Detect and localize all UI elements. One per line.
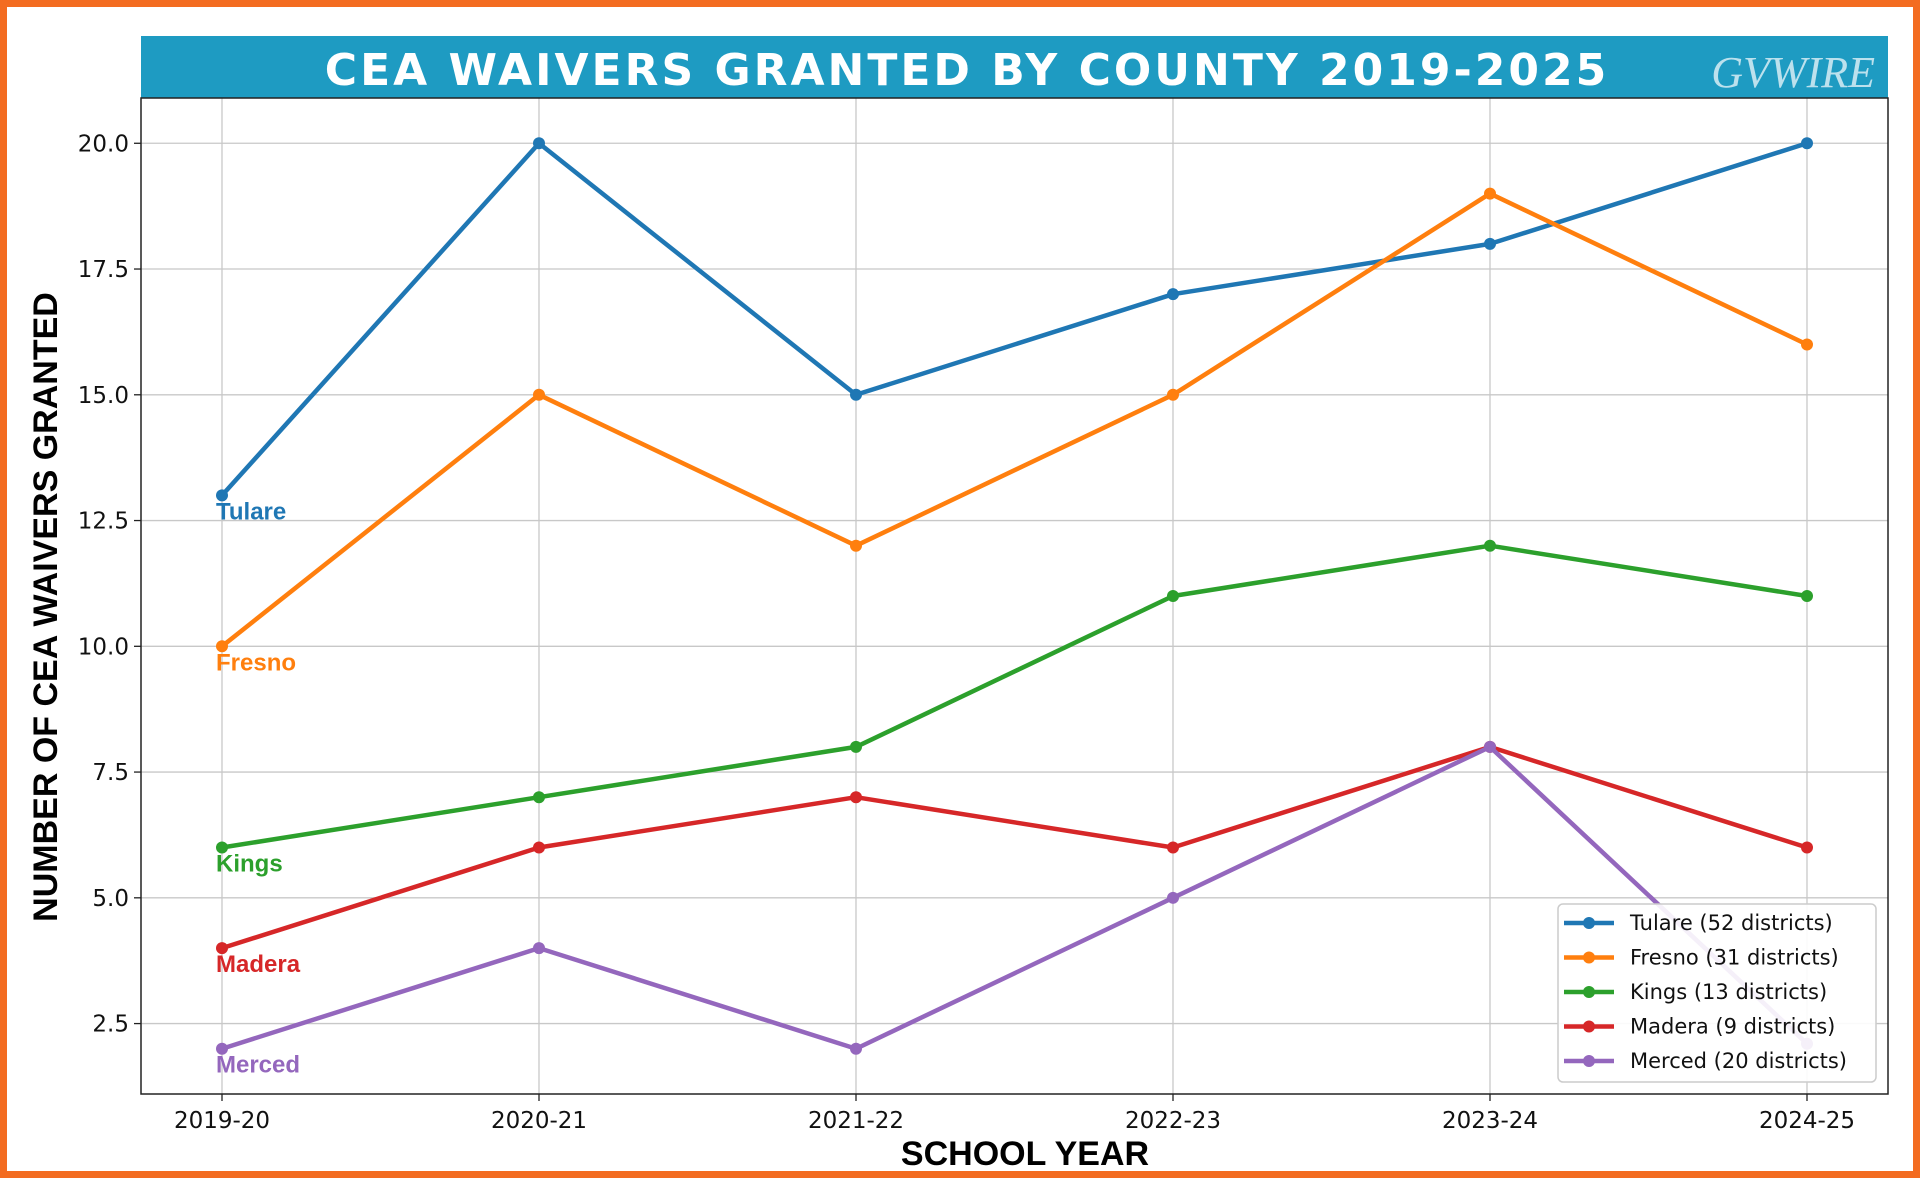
madera-point bbox=[533, 841, 545, 854]
tulare-point bbox=[216, 489, 228, 502]
fresno-point bbox=[216, 640, 228, 653]
madera-point bbox=[1167, 841, 1179, 854]
kings-point bbox=[1801, 590, 1813, 602]
legend-label-tulare: Tulare (52 districts) bbox=[1629, 911, 1833, 935]
legend-label-kings: Kings (13 districts) bbox=[1630, 980, 1827, 1004]
kings-line bbox=[219, 543, 1810, 850]
x-tick-label: 2024-25 bbox=[1759, 1108, 1855, 1134]
series-label-kings: Kings bbox=[216, 851, 283, 878]
legend-label-fresno: Fresno (31 districts) bbox=[1630, 946, 1839, 970]
title-bar bbox=[141, 36, 1888, 98]
merced-point bbox=[533, 942, 545, 955]
legend-box bbox=[1557, 903, 1877, 1083]
tulare-point bbox=[1484, 237, 1496, 250]
madera-point bbox=[850, 791, 862, 804]
legend-marker-madera bbox=[1583, 1020, 1595, 1033]
merced-point bbox=[1167, 891, 1179, 904]
merced-point bbox=[850, 1042, 862, 1055]
madera-line bbox=[219, 744, 1810, 951]
plot-area bbox=[140, 97, 1889, 1095]
legend-marker-tulare bbox=[1583, 917, 1595, 929]
merced-line bbox=[219, 744, 1810, 1051]
x-tick-label: 2020-21 bbox=[491, 1108, 587, 1134]
x-tick-label: 2023-24 bbox=[1442, 1108, 1538, 1134]
y-tick-label: 15.0 bbox=[78, 383, 129, 409]
fresno-line bbox=[219, 191, 1810, 649]
y-tick-label: 12.5 bbox=[78, 509, 129, 535]
x-tick-label: 2022-23 bbox=[1125, 1108, 1221, 1134]
y-tick-label: 2.5 bbox=[92, 1012, 129, 1038]
y-tick-label: 20.0 bbox=[78, 131, 129, 157]
merced-point bbox=[216, 1042, 228, 1055]
y-tick-label: 17.5 bbox=[78, 257, 129, 283]
tulare-point bbox=[533, 137, 545, 150]
series-label-tulare: Tulare bbox=[216, 498, 286, 525]
legend: Tulare (52 districts) Fresno (31 district… bbox=[1557, 903, 1877, 1083]
y-axis-title: NUMBER OF CEA WAIVERS GRANTED bbox=[27, 292, 65, 922]
kings-point bbox=[1167, 590, 1179, 602]
x-axis-title: SCHOOL YEAR bbox=[901, 1135, 1149, 1173]
fresno-point bbox=[533, 388, 545, 401]
y-tick-label: 7.5 bbox=[92, 760, 129, 786]
legend-marker-fresno bbox=[1583, 951, 1595, 964]
series-kings bbox=[216, 539, 1813, 854]
chart-title: CEA WAIVERS GRANTED BY COUNTY 2019-2025 bbox=[325, 45, 1609, 96]
y-tick-label: 10.0 bbox=[78, 634, 129, 660]
series-label-merced: Merced bbox=[216, 1052, 300, 1079]
legend-marker-kings bbox=[1583, 986, 1595, 998]
fresno-point bbox=[850, 539, 862, 552]
kings-point bbox=[533, 791, 545, 804]
fresno-point bbox=[1801, 338, 1813, 351]
series bbox=[216, 137, 1813, 1055]
kings-point bbox=[850, 740, 862, 753]
x-tick-label: 2021-22 bbox=[808, 1108, 904, 1134]
series-merced bbox=[216, 740, 1813, 1055]
tulare-point bbox=[850, 388, 862, 401]
fresno-point bbox=[1167, 388, 1179, 401]
series-tulare bbox=[216, 137, 1813, 502]
x-axis: 2019-20 2020-21 2021-22 2022-23 2023-24 2024-… bbox=[174, 1094, 1855, 1134]
tulare-point bbox=[1801, 137, 1813, 150]
merced-point bbox=[1484, 740, 1496, 753]
madera-point bbox=[1801, 841, 1813, 854]
legend-label-madera: Madera (9 districts) bbox=[1630, 1015, 1835, 1039]
legend-label-merced: Merced (20 districts) bbox=[1630, 1049, 1847, 1073]
grid bbox=[141, 98, 1888, 1094]
legend-marker-merced bbox=[1583, 1055, 1595, 1067]
fresno-point bbox=[1484, 187, 1496, 200]
y-axis: 2.5 5.0 7.5 10.0 12.5 15.0 17.5 20.0 bbox=[78, 131, 141, 1038]
x-tick-label: 2019-20 bbox=[174, 1108, 270, 1134]
tulare-point bbox=[1167, 288, 1179, 301]
series-labels: Tulare Fresno Kings Madera Merced bbox=[216, 498, 301, 1078]
madera-point bbox=[216, 942, 228, 955]
tulare-line bbox=[219, 141, 1810, 498]
series-label-fresno: Fresno bbox=[216, 649, 296, 676]
line-chart: CEA WAIVERS GRANTED BY COUNTY 2019-2025 … bbox=[27, 36, 1889, 1173]
kings-point bbox=[1484, 539, 1496, 552]
series-fresno bbox=[216, 187, 1813, 653]
gvwire-logo: GVWIRE bbox=[1711, 48, 1875, 97]
kings-point bbox=[216, 841, 228, 854]
series-label-madera: Madera bbox=[216, 951, 301, 978]
y-tick-label: 5.0 bbox=[92, 886, 129, 912]
